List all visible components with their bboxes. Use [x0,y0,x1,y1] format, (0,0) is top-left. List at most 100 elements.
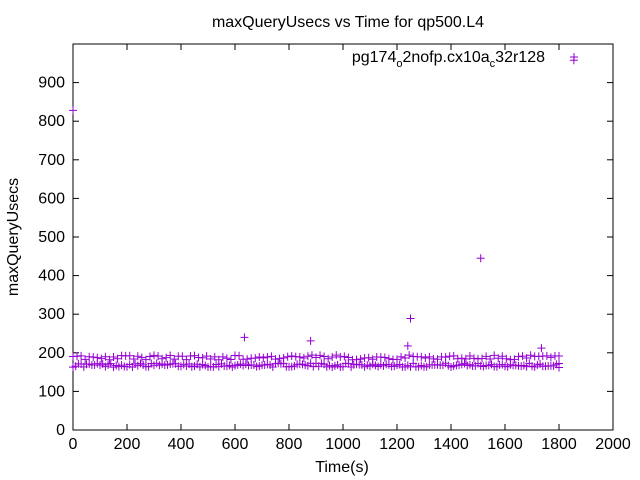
y-tick-label: 400 [38,268,65,285]
data-point [449,351,458,360]
data-point [518,352,527,361]
data-point [287,351,296,360]
data-point [461,354,470,363]
x-tick-label: 800 [276,436,303,453]
legend: pg174o2nofp.cx10ac32r128 [352,49,578,70]
data-point [69,106,77,115]
data-point [198,353,207,362]
data-point [222,354,231,363]
data-point [537,344,546,353]
data-point [476,254,485,263]
data-point [555,352,563,361]
data-point [101,352,110,361]
data-point [352,355,361,364]
data-point [312,353,320,362]
data-point [490,351,499,360]
y-tick-label: 100 [38,383,65,400]
data-point [97,354,106,363]
data-point [303,352,312,361]
legend-label: pg174o2nofp.cx10ac32r128 [352,49,545,70]
y-tick-label: 800 [38,113,65,130]
data-point [243,355,252,364]
data-point [263,353,272,362]
data-point [555,363,563,372]
data-point [141,355,150,364]
data-point [526,351,535,360]
x-tick-label: 2000 [595,436,631,453]
x-tick-label: 200 [114,436,141,453]
data-point [340,352,349,361]
data-point [406,314,415,323]
data-point [283,352,292,361]
data-point [324,354,333,363]
data-point [226,355,235,364]
y-axis: 0 100 200 300 400 500 600 700 800 900 [38,75,613,439]
data-point [453,354,462,363]
plot-frame [72,43,614,431]
data-point [158,354,167,363]
data-point [425,352,434,361]
data-point [514,352,523,361]
data-point [162,353,171,362]
y-tick-label: 700 [38,152,65,169]
data-point [417,352,426,361]
x-tick-label: 600 [222,436,249,453]
data-point [190,351,199,360]
data-point [259,353,268,362]
data-point [384,354,393,363]
x-tick-label: 1800 [541,436,577,453]
data-point [133,352,142,361]
data-point [77,351,86,360]
data-point [328,352,337,361]
x-tick-label: 400 [168,436,195,453]
data-point [316,351,325,360]
data-points [69,56,578,372]
data-point [81,355,90,364]
data-point [275,354,284,363]
data-point [510,355,519,364]
data-point [344,353,353,362]
data-point [202,352,211,361]
data-point [299,354,308,363]
data-point [271,355,280,364]
data-point [279,354,288,363]
data-point [356,355,365,364]
data-point [393,355,401,364]
data-point [218,352,227,361]
data-point [210,352,219,361]
chart-title: maxQueryUsecs vs Time for qp500.L4 [212,14,484,31]
data-point [109,352,118,361]
y-tick-label: 0 [56,422,65,439]
data-point [320,352,329,361]
data-point [502,354,511,363]
data-point [150,351,158,360]
data-point [113,354,122,363]
data-point [542,351,551,360]
data-point [206,354,215,363]
data-point [145,352,154,361]
y-tick-label: 200 [38,345,65,362]
data-point [295,353,304,362]
data-point [129,354,138,363]
y-axis-title: maxQueryUsecs [5,178,22,296]
data-point [105,355,114,364]
x-tick-label: 0 [69,436,78,453]
data-point [465,352,474,361]
data-point [368,355,377,364]
data-point [182,355,191,364]
data-point [332,351,341,360]
data-point [267,352,276,361]
y-tick-label: 600 [38,190,65,207]
data-point [240,333,249,342]
x-tick-label: 1400 [433,436,469,453]
data-point [307,351,316,360]
data-point [178,352,187,361]
data-point [421,353,430,362]
y-tick-label: 500 [38,229,65,246]
x-axis-title: Time(s) [315,459,369,476]
data-point [498,352,507,361]
data-point [494,354,503,363]
x-tick-label: 1000 [325,436,361,453]
data-point [251,354,260,363]
